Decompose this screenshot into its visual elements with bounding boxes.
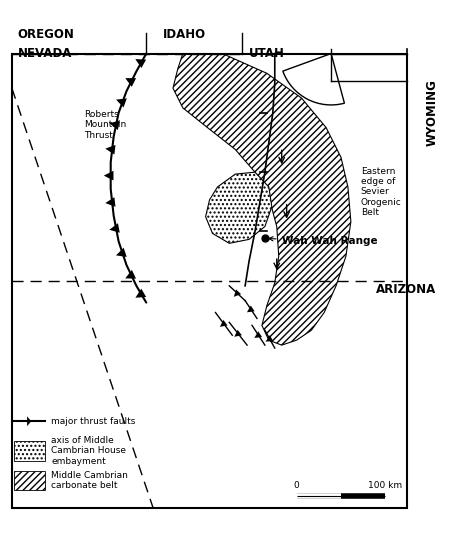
Bar [12, 54, 407, 508]
Polygon shape [105, 197, 116, 207]
Text: IDAHO: IDAHO [163, 28, 206, 41]
Polygon shape [116, 98, 127, 108]
Text: 100 km: 100 km [369, 481, 403, 491]
Polygon shape [206, 172, 272, 243]
Polygon shape [125, 78, 136, 87]
Text: Middle Cambrian
carbonate belt: Middle Cambrian carbonate belt [51, 471, 128, 490]
Text: axis of Middle
Cambrian House
embayment: axis of Middle Cambrian House embayment [51, 436, 126, 466]
Bar [14, 441, 45, 461]
Text: WYOMING: WYOMING [425, 80, 438, 146]
Polygon shape [135, 289, 146, 298]
Polygon shape [135, 59, 146, 68]
Polygon shape [266, 335, 273, 341]
Polygon shape [173, 54, 351, 345]
Polygon shape [234, 330, 242, 337]
Polygon shape [104, 171, 113, 181]
Polygon shape [109, 121, 120, 130]
Polygon shape [109, 223, 120, 233]
Polygon shape [125, 270, 136, 279]
Wedge shape [283, 54, 344, 105]
Polygon shape [247, 306, 255, 312]
Text: major thrust faults: major thrust faults [51, 417, 136, 426]
Text: OREGON: OREGON [18, 28, 75, 41]
Text: ARIZONA: ARIZONA [376, 283, 436, 296]
Polygon shape [220, 320, 228, 327]
Text: UTAH: UTAH [249, 47, 285, 60]
Text: Roberts
Mountain
Thrust: Roberts Mountain Thrust [84, 110, 126, 140]
Polygon shape [234, 289, 241, 297]
Polygon shape [27, 416, 31, 426]
Polygon shape [116, 248, 127, 257]
Text: 0: 0 [294, 481, 299, 491]
Text: NEVADA: NEVADA [18, 47, 72, 60]
Text: Eastern
edge of
Sevier
Orogenic
Belt: Eastern edge of Sevier Orogenic Belt [361, 167, 401, 217]
Polygon shape [105, 145, 116, 155]
Polygon shape [254, 331, 262, 338]
Bar [14, 471, 45, 491]
Text: Wah Wah Range: Wah Wah Range [269, 236, 377, 246]
